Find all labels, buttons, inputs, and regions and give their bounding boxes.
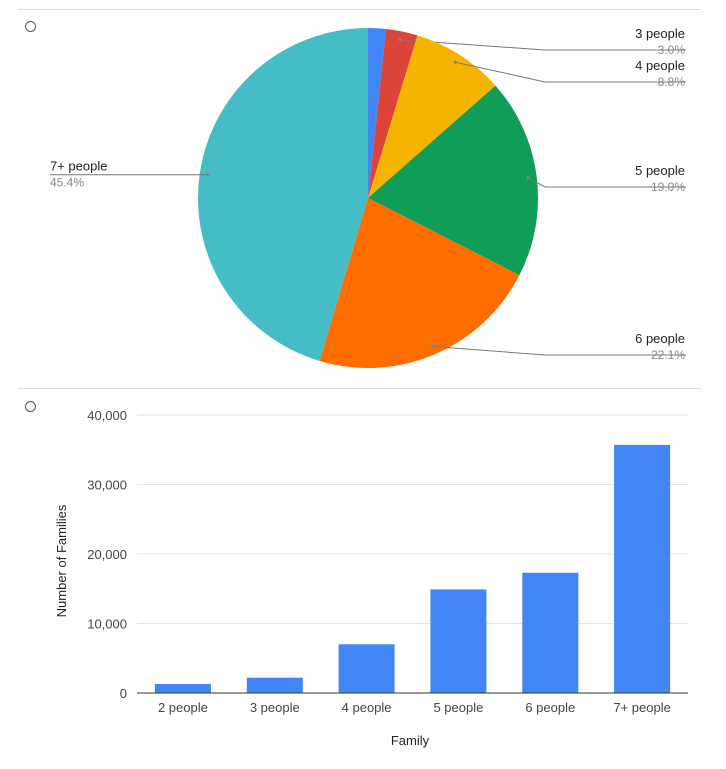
pie-percent-5-people: 19.0% — [651, 180, 685, 194]
x-axis-title: Family — [391, 733, 430, 748]
x-tick-label-4-people: 4 people — [342, 700, 392, 715]
pie-chart-panel: 3 people 3.0% 4 people 8.8% 5 people 19.0% 6 p… — [0, 10, 726, 388]
x-tick-label-6-people: 6 people — [525, 700, 575, 715]
pie-slice-5-people — [368, 85, 538, 276]
pie-percent-7-plus-people: 45.4% — [50, 176, 84, 190]
x-tick-label-2-people: 2 people — [158, 700, 208, 715]
bar-4-people — [338, 644, 395, 693]
x-tick-label-3-people: 3 people — [250, 700, 300, 715]
pie-slice-2-people — [368, 28, 387, 198]
bar-chart-panel: 0 10,000 20,000 30,000 40,000 2 people 3 peopl… — [0, 389, 726, 764]
leader-line-4-people — [455, 61, 686, 83]
y-tick-label-40000: 40,000 — [87, 408, 127, 423]
pie-slice-6-people — [319, 198, 520, 369]
pie-label-4-people: 4 people — [635, 58, 685, 73]
y-tick-label-0: 0 — [120, 686, 127, 701]
x-tick-label-5-people: 5 people — [433, 700, 483, 715]
option-a-radio[interactable] — [25, 21, 36, 32]
pie-chart: 3 people 3.0%4 people 8.8% 5 people 19.0% 6 p… — [50, 26, 686, 369]
option-b-radio[interactable] — [25, 401, 36, 412]
bar-5-people — [430, 589, 487, 693]
leader-line-6-people — [431, 345, 686, 356]
y-tick-label-30000: 30,000 — [87, 478, 127, 493]
pie-percent-6-people: 22.1% — [651, 348, 685, 362]
leader-line-3-people — [400, 39, 686, 51]
pie-label-5-people: 5 people — [635, 163, 685, 178]
bar-6-people — [522, 572, 579, 693]
middle-divider — [18, 388, 701, 389]
top-divider — [18, 9, 701, 10]
y-tick-label-20000: 20,000 — [87, 547, 127, 562]
bar-chart: 0 10,000 20,000 30,000 40,000 2 people 3 peopl… — [54, 408, 688, 748]
pie-label-7-plus-people: 7+ people — [50, 159, 107, 174]
y-axis-title: Number of Families — [54, 504, 69, 617]
pie-percent-4-people: 8.8% — [658, 75, 686, 89]
pie-slice-4-people — [368, 35, 496, 198]
bar-3-people — [246, 677, 303, 693]
y-tick-label-10000: 10,000 — [87, 617, 127, 632]
bar-2-people — [154, 684, 211, 693]
pie-percent-3-people: 3.0% — [658, 43, 686, 57]
x-tick-label-7-plus-people: 7+ people — [613, 700, 670, 715]
pie-slice-3-people — [368, 28, 418, 198]
pie-label-3-people: 3 people — [635, 26, 685, 41]
leader-line-5-people — [527, 177, 686, 188]
pie-label-6-people: 6 people — [635, 331, 685, 346]
bar-7-plus-people — [614, 444, 671, 693]
pie-slice-7-plus-people — [197, 28, 368, 361]
